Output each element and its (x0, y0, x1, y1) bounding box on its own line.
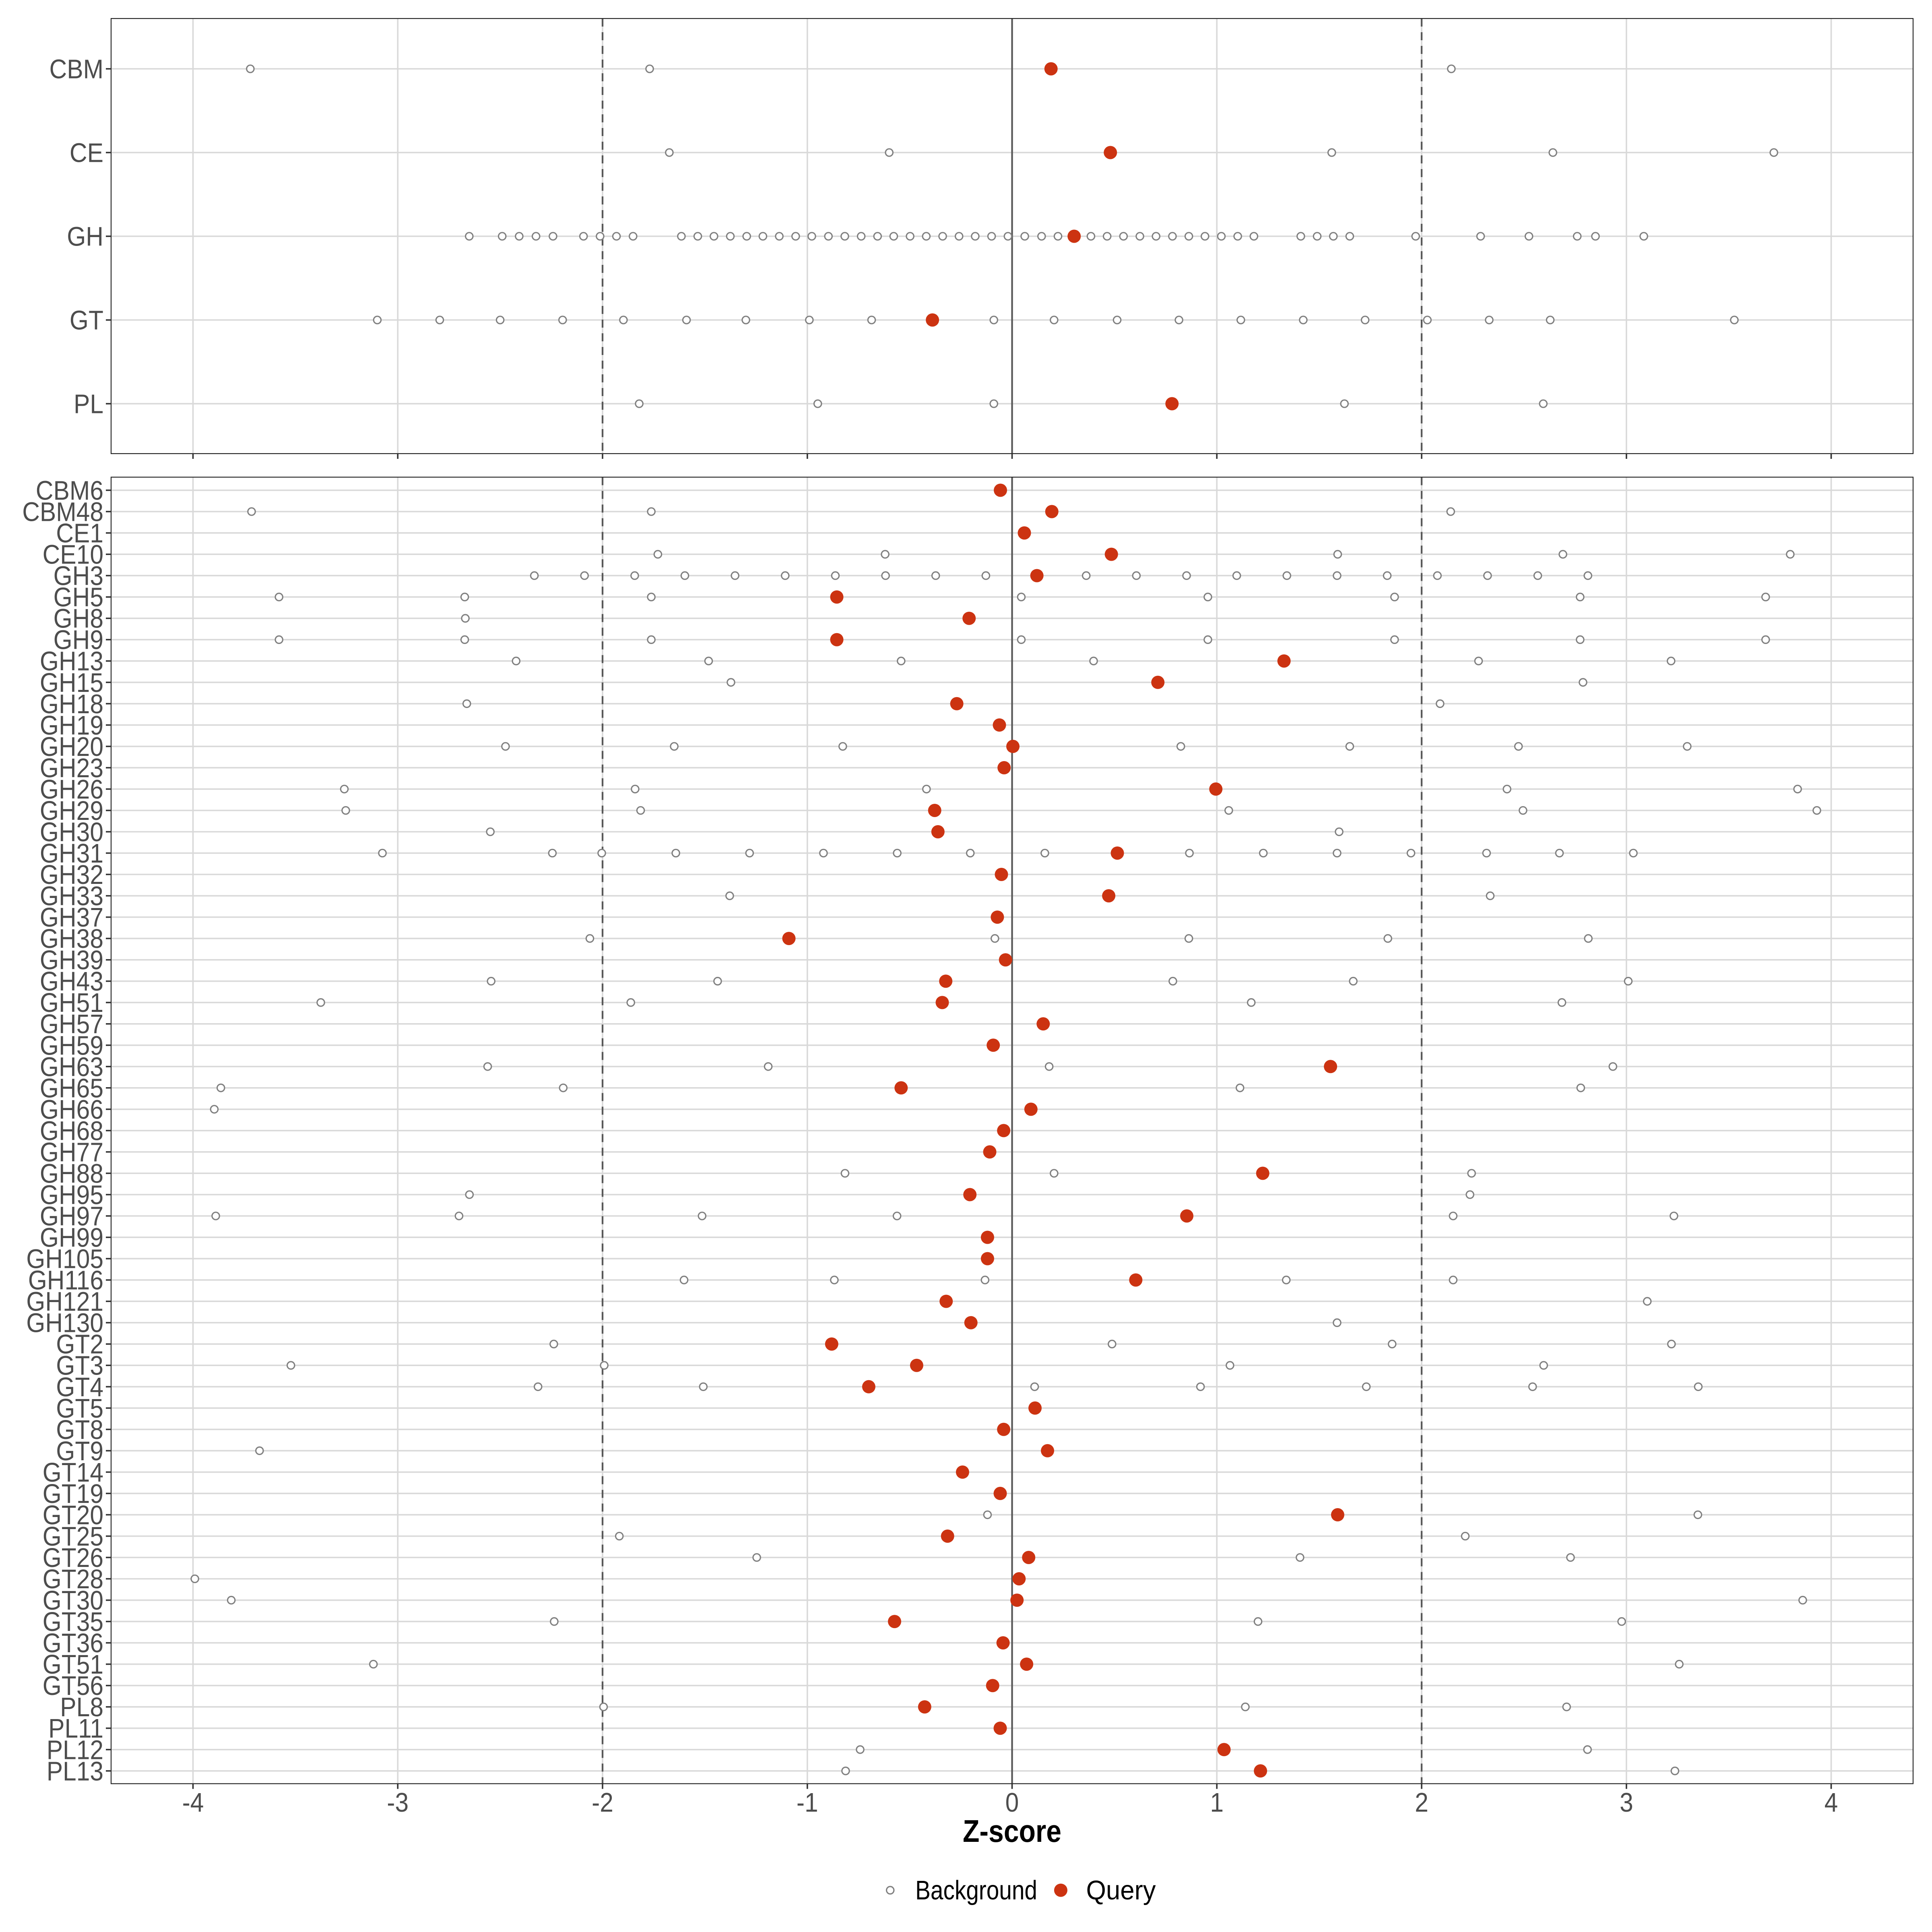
svg-text:0: 0 (1005, 1788, 1019, 1818)
svg-text:GH9: GH9 (54, 625, 103, 655)
svg-text:GH32: GH32 (40, 860, 103, 890)
svg-text:GH20: GH20 (40, 732, 103, 762)
svg-text:CE: CE (70, 138, 103, 168)
svg-text:GT9: GT9 (56, 1437, 103, 1466)
svg-text:PL13: PL13 (47, 1757, 103, 1786)
svg-text:GH23: GH23 (40, 753, 103, 783)
svg-text:4: 4 (1825, 1788, 1838, 1818)
svg-text:-1: -1 (797, 1788, 818, 1818)
svg-text:GH97: GH97 (40, 1202, 103, 1232)
svg-text:Z-score: Z-score (963, 1813, 1061, 1849)
svg-text:3: 3 (1620, 1788, 1633, 1818)
svg-text:GT: GT (70, 306, 103, 336)
svg-text:GH95: GH95 (40, 1181, 103, 1210)
svg-text:GH13: GH13 (40, 647, 103, 677)
svg-text:GH63: GH63 (40, 1052, 103, 1082)
svg-text:GH33: GH33 (40, 881, 103, 911)
svg-text:GT3: GT3 (56, 1351, 103, 1381)
svg-text:GH8: GH8 (54, 604, 103, 634)
svg-text:GH31: GH31 (40, 839, 103, 869)
svg-text:GH99: GH99 (40, 1223, 103, 1253)
svg-text:2: 2 (1415, 1788, 1428, 1818)
svg-text:CBM: CBM (50, 55, 104, 85)
svg-text:GT2: GT2 (56, 1330, 103, 1360)
svg-text:GH65: GH65 (40, 1073, 103, 1103)
svg-text:-3: -3 (387, 1788, 409, 1818)
svg-text:GH38: GH38 (40, 924, 103, 954)
svg-text:GH43: GH43 (40, 967, 103, 997)
svg-text:CBM48: CBM48 (22, 497, 103, 527)
svg-text:GH15: GH15 (40, 668, 103, 698)
svg-text:GT4: GT4 (56, 1373, 103, 1402)
svg-text:-4: -4 (182, 1788, 204, 1818)
svg-text:GH29: GH29 (40, 796, 103, 826)
svg-text:PL12: PL12 (47, 1735, 103, 1765)
svg-text:GT51: GT51 (43, 1650, 103, 1680)
svg-text:GH68: GH68 (40, 1116, 103, 1146)
svg-text:GT19: GT19 (43, 1479, 103, 1509)
svg-text:GT5: GT5 (56, 1394, 103, 1424)
svg-text:GH19: GH19 (40, 711, 103, 741)
svg-text:GT56: GT56 (43, 1671, 103, 1701)
svg-text:GT8: GT8 (56, 1415, 103, 1445)
svg-text:GT35: GT35 (43, 1607, 103, 1637)
svg-text:GT28: GT28 (43, 1565, 103, 1594)
svg-text:GT26: GT26 (43, 1543, 103, 1573)
svg-text:GT36: GT36 (43, 1629, 103, 1658)
svg-text:PL11: PL11 (48, 1714, 103, 1744)
svg-text:GH18: GH18 (40, 689, 103, 719)
svg-text:GH37: GH37 (40, 903, 103, 933)
svg-text:GT14: GT14 (43, 1458, 103, 1488)
svg-text:GT30: GT30 (43, 1586, 103, 1616)
svg-text:GH66: GH66 (40, 1095, 103, 1125)
svg-text:GH130: GH130 (26, 1309, 103, 1338)
svg-text:GH105: GH105 (26, 1245, 103, 1274)
svg-text:GH121: GH121 (26, 1287, 103, 1317)
svg-text:PL: PL (74, 390, 103, 419)
svg-text:GH: GH (67, 222, 103, 252)
svg-text:-2: -2 (592, 1788, 613, 1818)
svg-text:GH77: GH77 (40, 1137, 103, 1167)
svg-text:1: 1 (1210, 1788, 1224, 1818)
svg-text:CBM6: CBM6 (36, 476, 103, 506)
svg-text:GH39: GH39 (40, 945, 103, 975)
svg-text:GH59: GH59 (40, 1031, 103, 1061)
svg-text:GH57: GH57 (40, 1009, 103, 1039)
svg-text:CE10: CE10 (43, 540, 103, 570)
svg-text:GH3: GH3 (54, 561, 103, 591)
svg-text:GH26: GH26 (40, 775, 103, 805)
svg-text:GH88: GH88 (40, 1159, 103, 1189)
svg-text:PL8: PL8 (60, 1693, 103, 1722)
svg-text:GH51: GH51 (40, 988, 103, 1018)
svg-text:Background: Background (915, 1876, 1037, 1905)
svg-text:GH116: GH116 (28, 1266, 103, 1296)
svg-text:Query: Query (1086, 1876, 1156, 1905)
svg-text:CE1: CE1 (56, 519, 103, 549)
svg-text:GH30: GH30 (40, 817, 103, 847)
svg-text:GT25: GT25 (43, 1522, 103, 1552)
svg-text:GT20: GT20 (43, 1501, 103, 1530)
svg-text:GH5: GH5 (54, 583, 103, 613)
